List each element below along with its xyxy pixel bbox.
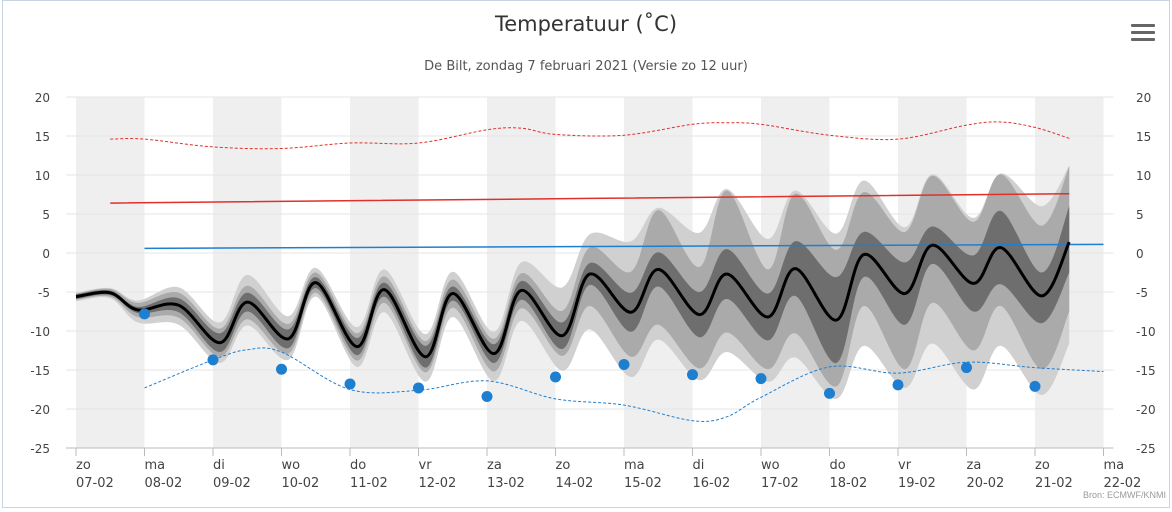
chart-subtitle: De Bilt, zondag 7 februari 2021 (Versie … (424, 59, 748, 74)
hamburger-menu-icon[interactable] (1131, 24, 1155, 44)
chart-title: Temperatuur (˚C) (494, 12, 678, 36)
source-credit: Bron: ECMWF/KNMI (1082, 490, 1166, 500)
